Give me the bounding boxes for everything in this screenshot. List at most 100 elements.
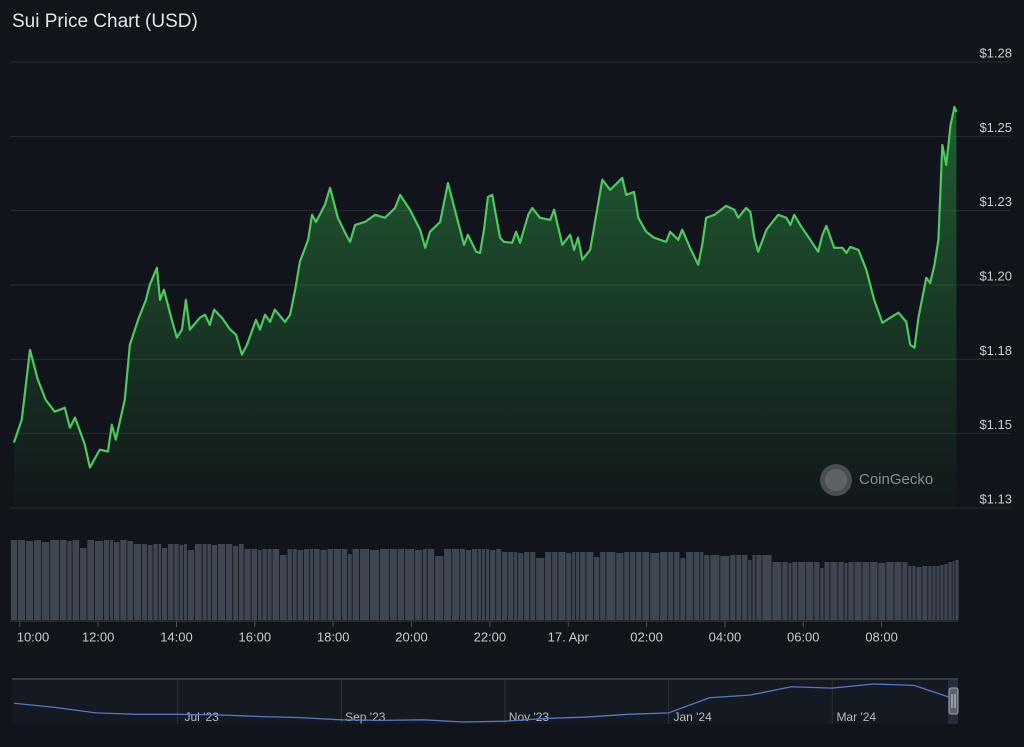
volume-bar (310, 549, 314, 620)
navigator-handle[interactable] (948, 680, 959, 724)
volume-bar (502, 552, 508, 620)
volume-bar (127, 541, 134, 620)
volume-bar (244, 549, 251, 620)
x-tick-label: 02:00 (630, 629, 663, 644)
volume-bar (782, 562, 788, 620)
volume-bar (940, 565, 944, 620)
volume-bar (952, 561, 955, 620)
volume-bar (174, 544, 179, 620)
volume-bar (748, 560, 752, 620)
volume-bar (932, 566, 936, 620)
volume-bar (600, 552, 606, 620)
volume-bar (912, 566, 916, 620)
volume-bar (594, 557, 600, 620)
volume-bar (352, 549, 360, 620)
x-tick-label: 18:00 (317, 629, 350, 644)
volume-bar (668, 552, 674, 620)
volume-bar (370, 550, 380, 620)
volume-bar (142, 544, 148, 620)
volume-bar (948, 562, 952, 620)
volume-bar (313, 549, 320, 620)
volume-bar (870, 562, 878, 620)
navigator-line (13, 683, 956, 723)
volume-bar (700, 552, 704, 620)
volume-bar (348, 554, 352, 620)
y-tick-label: $1.23 (979, 194, 1012, 209)
volume-bar (508, 552, 514, 620)
x-tick-label: 20:00 (395, 629, 428, 644)
volume-bar (606, 552, 616, 620)
volume-bar (465, 550, 472, 620)
navigator-tick-label: Mar '24 (836, 710, 876, 724)
volume-bar (545, 552, 552, 620)
x-tick-label: 14:00 (160, 629, 193, 644)
volume-bar (820, 568, 824, 620)
volume-bar (844, 563, 848, 620)
volume-bar (710, 555, 720, 620)
watermark-text: CoinGecko (859, 471, 933, 488)
volume-bar (944, 564, 948, 620)
volume-bar (360, 549, 370, 620)
volume-bar (576, 552, 580, 620)
volume-bar (87, 540, 95, 620)
x-tick-label: 06:00 (787, 629, 820, 644)
navigator-tick-label: Jan '24 (673, 710, 712, 724)
volume-bar (524, 552, 530, 620)
volume-bar (862, 562, 870, 620)
volume-bar (902, 562, 908, 620)
volume-bar (908, 566, 912, 620)
volume-bar (158, 544, 162, 620)
y-tick-label: $1.25 (979, 120, 1012, 135)
volume-bar (67, 541, 72, 620)
volume-bar (207, 544, 212, 620)
volume-bar (650, 553, 660, 620)
volume-bar (422, 549, 427, 620)
volume-bar (405, 549, 415, 620)
y-tick-label: $1.15 (979, 417, 1012, 432)
volume-bar (660, 552, 668, 620)
price-line (12, 105, 958, 469)
volume-bar (33, 540, 41, 620)
volume-bar (854, 562, 862, 620)
volume-bar (936, 566, 940, 620)
volume-bar (427, 549, 435, 620)
volume-bar (179, 545, 184, 620)
volume-bar (218, 544, 226, 620)
volume-bar (211, 545, 218, 620)
volume-bar (226, 544, 233, 620)
x-axis: 10:00 12:00 14:00 16:00 18:00 20:00 22:00 17. A… (10, 620, 958, 644)
volume-bar (788, 563, 792, 620)
volume-bar (72, 540, 80, 620)
volume-bar (814, 562, 820, 620)
volume-bar (792, 562, 798, 620)
x-tick-label: 17. Apr (548, 629, 590, 644)
volume-bar (720, 556, 730, 620)
volume-bar (496, 549, 502, 620)
volume-bar (25, 541, 34, 620)
price-area (13, 106, 957, 509)
volume-bar (730, 555, 736, 620)
volume-bar (147, 545, 153, 620)
volume-bar (109, 540, 114, 620)
volume-bar (580, 552, 586, 620)
volume-bar (262, 549, 267, 620)
volume-bar (194, 544, 202, 620)
y-tick-label: $1.18 (979, 343, 1012, 358)
x-tick-label: 16:00 (239, 629, 272, 644)
volume-bar (133, 544, 142, 620)
volume-bar (478, 549, 482, 620)
x-tick-label: 12:00 (82, 629, 115, 644)
navigator-grip[interactable] (948, 687, 959, 715)
volume-bar (167, 544, 174, 620)
volume-bar (806, 562, 814, 620)
volume-bar (17, 540, 26, 620)
volume (10, 540, 959, 620)
volume-bar (642, 552, 650, 620)
volume-bar (674, 552, 680, 620)
volume-bar (379, 549, 390, 620)
watermark: CoinGecko (820, 464, 933, 496)
volume-bar (752, 555, 756, 620)
volume-bar (233, 546, 239, 620)
chart-title: Sui Price Chart (USD) (12, 11, 198, 32)
